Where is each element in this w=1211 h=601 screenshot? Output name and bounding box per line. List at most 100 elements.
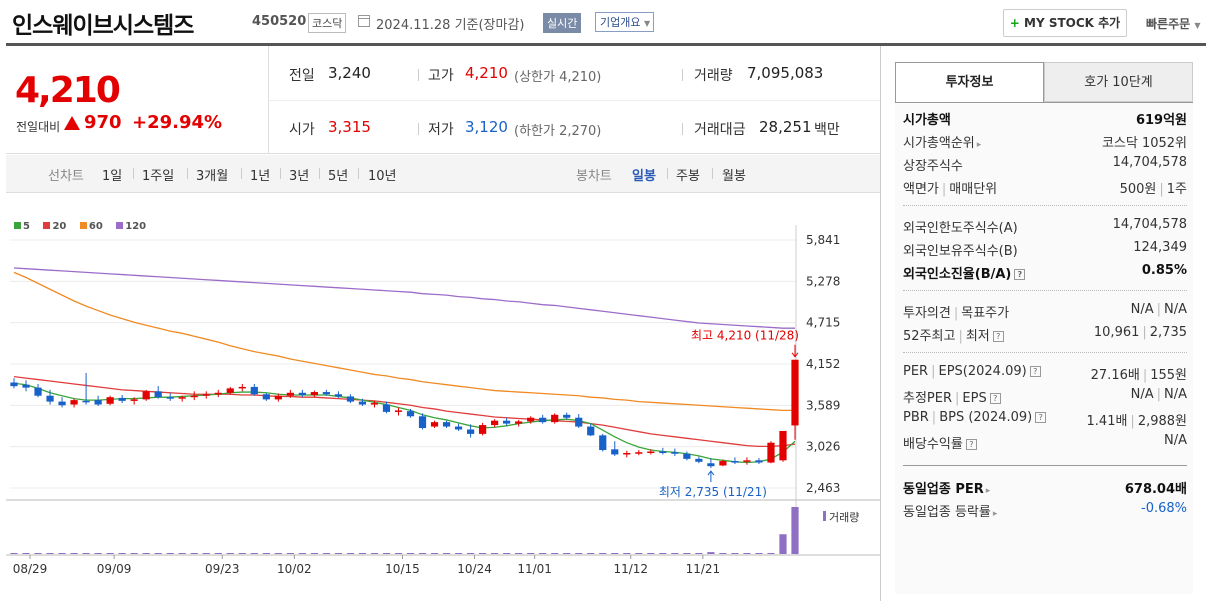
info-row: 외국인한도주식수(A) 14,704,578: [903, 217, 1187, 239]
chart-canvas[interactable]: 5,841 5,278 4,715 4,152 3,589 3,026 2,463 08/29…: [6, 195, 880, 601]
candle-body: [527, 417, 535, 422]
help-icon[interactable]: ?: [1035, 412, 1047, 423]
chevron-right-icon[interactable]: ▸: [992, 509, 998, 519]
separator: [712, 168, 713, 179]
candle-body: [587, 426, 595, 436]
period-1y[interactable]: 1년: [250, 169, 271, 184]
volume-bar: [250, 553, 258, 554]
high-annotation: 최고 4,210 (11/28): [691, 329, 799, 343]
stock-code: 450520: [252, 14, 307, 29]
candle-body: [298, 392, 306, 395]
period-3m[interactable]: 3개월: [196, 169, 229, 184]
up-arrow-icon: [64, 116, 80, 130]
info-value: 1.41배 | 2,988원: [1086, 414, 1187, 429]
candle-body: [539, 417, 547, 423]
volume-bar: [58, 553, 66, 554]
info-row: 동일업종 PER ▸ 678.04배: [903, 478, 1187, 500]
chart-period-bar: 선차트 1일 1주일 3개월 1년 3년 5년 10년 봉차트 일봉 주봉 월봉: [6, 155, 880, 193]
period-10y[interactable]: 10년: [368, 169, 397, 184]
help-icon[interactable]: ?: [965, 439, 977, 450]
period-monthly[interactable]: 월봉: [722, 169, 746, 184]
volume-bar: [755, 553, 763, 554]
x-tick-label: 08/29: [13, 562, 48, 576]
candle-body: [262, 394, 270, 400]
upper-limit: (상한가 4,210): [514, 70, 602, 85]
low-label: 저가: [428, 122, 454, 138]
candle-body: [214, 392, 222, 395]
volume-bar: [46, 553, 54, 554]
candle-body: [442, 422, 451, 427]
info-value: 678.04배: [1124, 482, 1187, 497]
volume-bar: [238, 553, 246, 554]
volume-bar: [382, 553, 391, 554]
volume-bar: [82, 553, 90, 554]
header-divider: [6, 43, 1206, 46]
add-mystock-button[interactable]: + MY STOCK 추가: [1003, 9, 1127, 37]
open-label: 시가: [289, 122, 315, 138]
chevron-down-icon: ▼: [643, 19, 651, 28]
quick-order-dropdown[interactable]: 빠른주문 ▼: [1146, 15, 1201, 32]
x-tick-label: 11/01: [517, 562, 552, 576]
info-value: 619억원: [1135, 113, 1187, 128]
help-icon[interactable]: ?: [992, 331, 1004, 342]
period-daily[interactable]: 일봉: [632, 169, 656, 184]
volume-bar: [226, 553, 234, 554]
legend-ma120: 120: [116, 221, 146, 232]
candle-body: [767, 442, 775, 463]
trade-value-label: 거래대금: [694, 122, 746, 138]
info-row: 추정PER | EPS? N/A | N/A: [903, 387, 1187, 409]
volume-bar: [527, 553, 535, 554]
candle-body: [707, 463, 715, 467]
row-divider: [903, 205, 1187, 206]
period-3y[interactable]: 3년: [289, 169, 310, 184]
volume-bar: [466, 553, 475, 554]
info-value: N/A: [1164, 433, 1187, 448]
info-key: 액면가 | 매매단위: [903, 182, 998, 197]
candle-body: [22, 384, 30, 388]
volume-bar: [671, 553, 679, 554]
legend-ma60: 60: [79, 221, 103, 232]
help-icon[interactable]: ?: [989, 393, 1001, 404]
candle-body: [202, 394, 210, 396]
chevron-right-icon[interactable]: ▸: [985, 486, 991, 496]
realtime-button[interactable]: 실시간: [543, 13, 582, 33]
change-label: 전일대비: [16, 120, 61, 134]
volume-value: 7,095,083: [747, 64, 824, 82]
info-row: PBR | BPS (2024.09)? 1.41배 | 2,988원: [903, 410, 1187, 432]
period-1d[interactable]: 1일: [102, 169, 123, 184]
period-1w[interactable]: 1주일: [142, 169, 175, 184]
candle-body: [394, 410, 403, 412]
stock-chart: 5 20 60 120 5,841 5,278 4,715 4,152 3,589 3,0…: [6, 195, 880, 601]
info-key: PER | EPS(2024.09)?: [903, 364, 1041, 379]
high-label: 고가: [428, 68, 454, 84]
info-row: 외국인보유주식수(B) 124,349: [903, 240, 1187, 262]
candle-body: [623, 452, 631, 455]
info-key: 시가총액: [903, 113, 951, 128]
high-value: 4,210: [465, 64, 508, 82]
period-weekly[interactable]: 주봉: [676, 169, 700, 184]
tab-investment-info[interactable]: 투자정보: [895, 62, 1044, 102]
candle-body: [731, 461, 739, 463]
y-tick-label: 4,152: [806, 357, 840, 371]
volume-bar: [599, 553, 607, 554]
candle-body: [755, 460, 763, 463]
volume-bar: [310, 553, 318, 554]
separator: [241, 168, 242, 179]
candle-body: [70, 400, 78, 405]
period-5y[interactable]: 5년: [328, 169, 349, 184]
help-icon[interactable]: ?: [1029, 366, 1041, 377]
chevron-right-icon[interactable]: ▸: [976, 140, 982, 150]
ma5-line: [13, 382, 796, 464]
volume-bar: [695, 553, 703, 554]
candle-body: [791, 359, 799, 426]
help-icon[interactable]: ?: [1014, 269, 1026, 280]
candle-body: [503, 420, 511, 424]
volume-bar: [190, 553, 198, 554]
company-overview-dropdown[interactable]: 기업개요 ▼: [595, 12, 655, 32]
volume-bar: [731, 553, 739, 554]
info-value: 27.16배 | 155원: [1090, 368, 1187, 383]
info-row: 시가총액순위 ▸ 코스닥 1052위: [903, 132, 1187, 154]
tab-order-book[interactable]: 호가 10단계: [1044, 62, 1193, 102]
info-row: 52주최고 | 최저? 10,961 | 2,735: [903, 325, 1187, 347]
lower-limit: (하한가 2,270): [514, 124, 602, 139]
